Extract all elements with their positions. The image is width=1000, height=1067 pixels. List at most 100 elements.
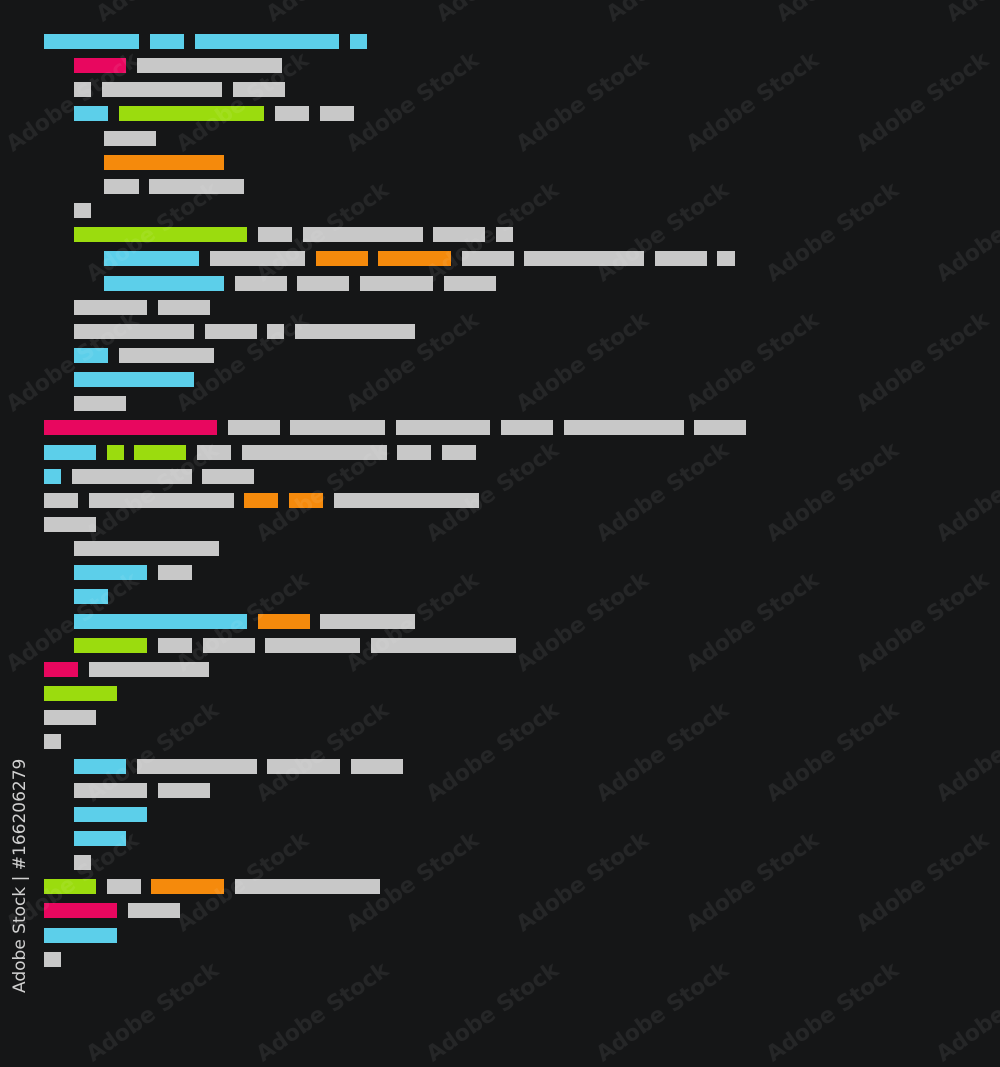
code-token-gray [334,493,479,508]
code-token-cyan [195,34,339,49]
code-token-pink [44,903,117,918]
code-token-gray [89,662,209,677]
code-token-gray [290,420,385,435]
code-token-orange [289,493,323,508]
code-token-gray [74,783,147,798]
code-token-cyan [104,276,224,291]
code-token-gray [442,445,476,460]
code-token-gray [371,638,516,653]
code-token-cyan [44,34,139,49]
code-token-cyan [150,34,184,49]
code-token-gray [655,251,707,266]
code-token-gray [351,759,403,774]
code-token-orange [151,879,224,894]
code-token-gray [128,903,180,918]
code-token-green [119,106,264,121]
code-token-gray [235,879,380,894]
code-token-gray [496,227,513,242]
code-token-orange [258,614,310,629]
code-token-gray [137,58,282,73]
code-token-gray [104,179,139,194]
code-token-pink [44,420,217,435]
code-token-cyan [74,565,147,580]
code-token-cyan [74,807,147,822]
code-token-gray [228,420,280,435]
code-token-gray [433,227,485,242]
code-token-gray [233,82,285,97]
code-token-gray [44,710,96,725]
code-token-green [44,686,117,701]
code-token-gray [104,131,156,146]
code-token-gray [275,106,309,121]
abstract-code-lines [44,34,746,967]
code-token-cyan [104,251,199,266]
code-token-gray [205,324,257,339]
code-token-gray [197,445,231,460]
code-token-green [74,638,147,653]
code-token-gray [44,734,61,749]
code-token-cyan [74,759,126,774]
code-token-gray [258,227,292,242]
code-token-gray [158,638,192,653]
code-token-gray [462,251,514,266]
code-token-pink [44,662,78,677]
code-token-pink [74,58,126,73]
code-token-gray [295,324,415,339]
code-token-gray [397,445,431,460]
code-token-gray [396,420,490,435]
code-token-cyan [74,372,194,387]
code-token-gray [564,420,684,435]
code-token-cyan [44,928,117,943]
code-token-green [74,227,247,242]
code-token-cyan [74,106,108,121]
code-token-gray [44,517,96,532]
code-token-cyan [74,348,108,363]
code-token-gray [74,855,91,870]
code-token-gray [267,324,284,339]
code-token-cyan [44,469,61,484]
code-token-cyan [74,614,247,629]
code-token-gray [74,300,147,315]
code-token-gray [203,638,255,653]
code-token-gray [158,783,210,798]
code-token-gray [267,759,340,774]
code-token-cyan [350,34,367,49]
code-token-gray [501,420,553,435]
code-token-orange [378,251,451,266]
code-token-gray [444,276,496,291]
code-token-gray [119,348,214,363]
code-token-cyan [74,831,126,846]
code-token-gray [320,106,354,121]
code-token-gray [158,300,210,315]
code-token-gray [210,251,305,266]
stock-id-label: Adobe Stock | #166206279 [10,758,30,993]
code-token-gray [89,493,234,508]
code-token-gray [235,276,287,291]
code-token-gray [265,638,360,653]
code-token-orange [244,493,278,508]
code-token-gray [102,82,222,97]
code-token-orange [316,251,368,266]
code-token-gray [717,251,735,266]
code-token-gray [74,82,91,97]
code-token-gray [44,493,78,508]
code-token-gray [158,565,192,580]
code-token-orange [104,155,224,170]
code-token-gray [694,420,746,435]
code-token-gray [360,276,433,291]
code-token-gray [303,227,423,242]
code-token-gray [74,203,91,218]
code-token-gray [72,469,192,484]
code-token-cyan [44,445,96,460]
code-token-gray [74,396,126,411]
code-token-gray [320,614,415,629]
code-token-green [107,445,124,460]
code-token-gray [137,759,257,774]
code-token-gray [297,276,349,291]
code-token-gray [149,179,244,194]
code-token-gray [74,541,219,556]
code-token-gray [44,952,61,967]
code-token-green [44,879,96,894]
code-token-gray [74,324,194,339]
code-token-green [134,445,186,460]
